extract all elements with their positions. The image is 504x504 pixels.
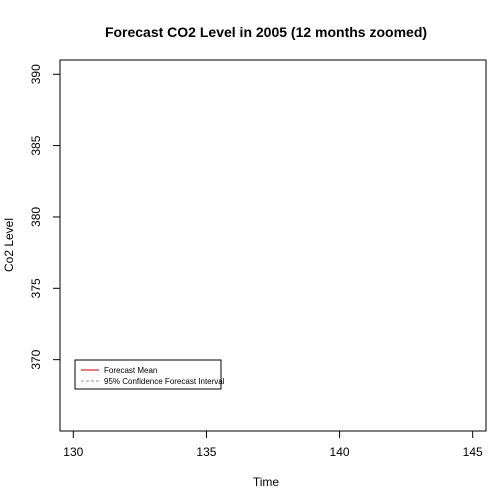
x-tick-label: 130	[63, 445, 83, 459]
legend: Forecast Mean 95% Confidence Forecast In…	[74, 359, 225, 390]
legend-confidence-interval-label: 95% Confidence Forecast Interval	[104, 377, 225, 386]
x-tick-label: 135	[196, 445, 216, 459]
x-tick-label: 145	[463, 445, 483, 459]
y-tick-label: 375	[29, 278, 43, 298]
x-axis: 130 135 140 145	[63, 430, 483, 459]
x-axis-label: Time	[253, 475, 280, 489]
y-axis-label: Co2 Level	[2, 218, 16, 272]
y-tick-label: 380	[29, 207, 43, 227]
y-axis: 370 375 380 385 390	[29, 64, 61, 370]
legend-forecast-mean-label: Forecast Mean	[104, 366, 157, 375]
y-tick-label: 390	[29, 64, 43, 84]
y-tick-label: 370	[29, 349, 43, 369]
x-tick-label: 140	[330, 445, 350, 459]
y-tick-label: 385	[29, 135, 43, 155]
chart-title: Forecast CO2 Level in 2005 (12 months zo…	[105, 24, 427, 40]
legend-box	[74, 359, 222, 390]
